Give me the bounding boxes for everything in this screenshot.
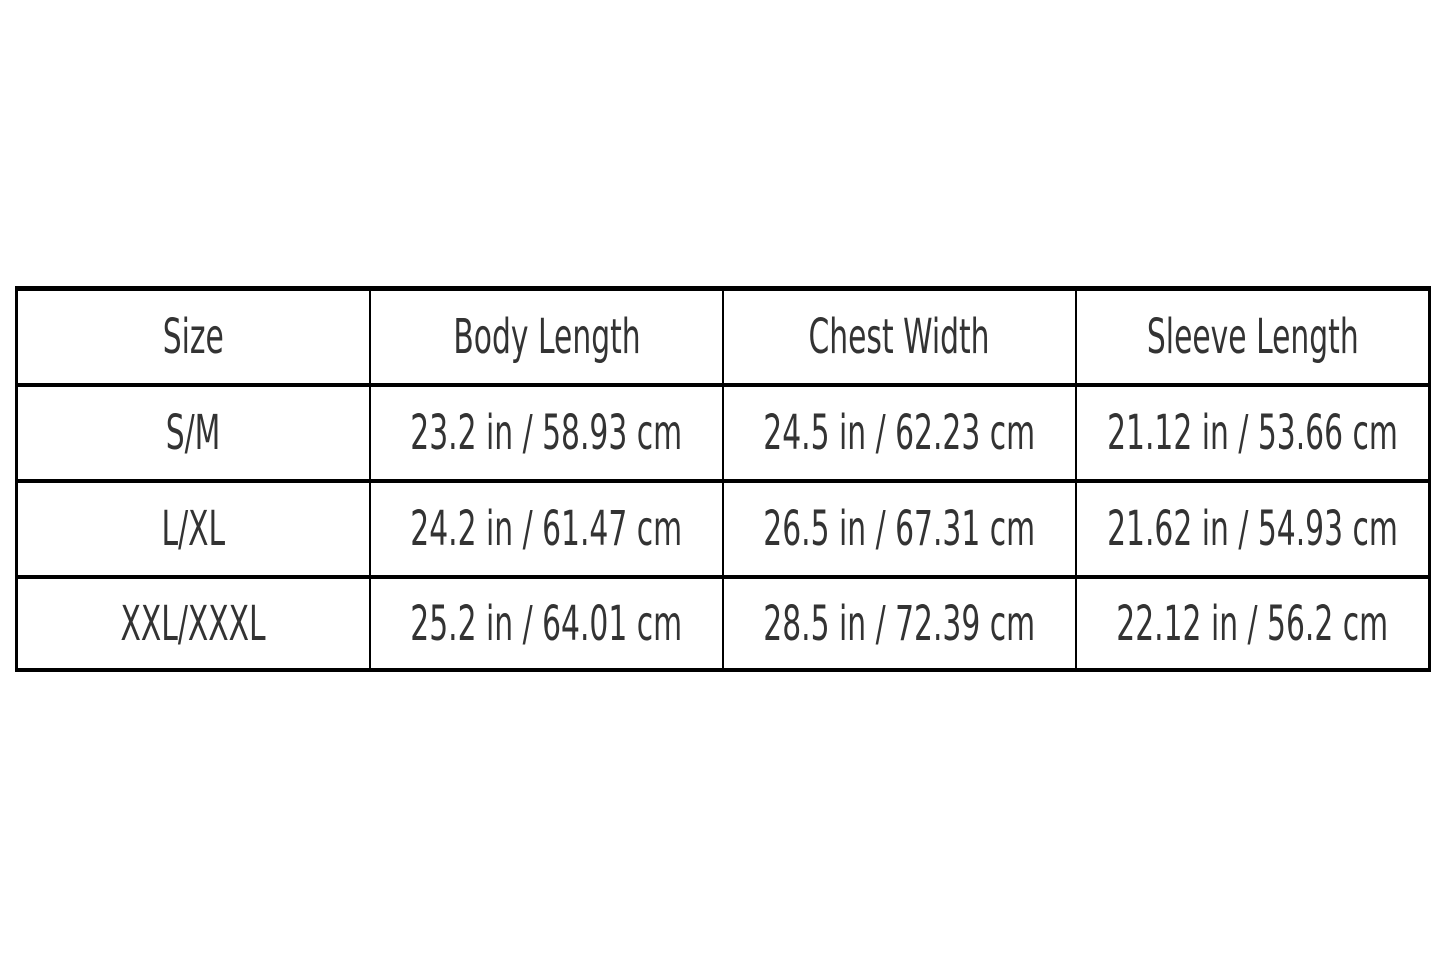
body-length-value: 24.2 in / 61.47 cm: [410, 501, 683, 557]
chest-width-value: 24.5 in / 62.23 cm: [763, 405, 1036, 461]
size-value: S/M: [166, 405, 221, 461]
table-cell: 21.62 in / 54.93 cm: [1077, 483, 1428, 575]
table-cell: 26.5 in / 67.31 cm: [724, 483, 1077, 575]
sleeve-length-value: 21.12 in / 53.66 cm: [1107, 405, 1398, 461]
header-size: Size: [162, 309, 225, 365]
header-cell: Size: [18, 291, 371, 383]
body-length-value: 25.2 in / 64.01 cm: [410, 595, 683, 652]
table-row: S/M 23.2 in / 58.93 cm 24.5 in / 62.23 c…: [18, 383, 1428, 479]
header-cell: Sleeve Length: [1077, 291, 1428, 383]
table-cell: L/XL: [18, 483, 371, 575]
table-cell: XXL/XXXL: [18, 579, 371, 668]
header-body-length: Body Length: [452, 309, 641, 365]
header-sleeve-length: Sleeve Length: [1146, 309, 1359, 365]
header-chest-width: Chest Width: [808, 309, 991, 365]
size-value: L/XL: [161, 501, 226, 557]
table-row: XXL/XXXL 25.2 in / 64.01 cm 28.5 in / 72…: [18, 575, 1428, 668]
table-cell: 24.5 in / 62.23 cm: [724, 387, 1077, 479]
table-cell: S/M: [18, 387, 371, 479]
table-cell: 23.2 in / 58.93 cm: [371, 387, 724, 479]
body-length-value: 23.2 in / 58.93 cm: [410, 405, 683, 461]
sleeve-length-value: 21.62 in / 54.93 cm: [1107, 501, 1398, 557]
table-cell: 25.2 in / 64.01 cm: [371, 579, 724, 668]
table-header-row: Size Body Length Chest Width Sleeve Leng…: [18, 291, 1428, 383]
table-row: L/XL 24.2 in / 61.47 cm 26.5 in / 67.31 …: [18, 479, 1428, 575]
size-chart-table: Size Body Length Chest Width Sleeve Leng…: [15, 286, 1431, 672]
table-cell: 22.12 in / 56.2 cm: [1077, 579, 1428, 668]
chest-width-value: 28.5 in / 72.39 cm: [763, 595, 1036, 652]
chest-width-value: 26.5 in / 67.31 cm: [763, 501, 1036, 557]
table-cell: 24.2 in / 61.47 cm: [371, 483, 724, 575]
sleeve-length-value: 22.12 in / 56.2 cm: [1116, 595, 1389, 652]
table-cell: 21.12 in / 53.66 cm: [1077, 387, 1428, 479]
header-cell: Chest Width: [724, 291, 1077, 383]
size-value: XXL/XXXL: [120, 595, 267, 652]
table-cell: 28.5 in / 72.39 cm: [724, 579, 1077, 668]
header-cell: Body Length: [371, 291, 724, 383]
